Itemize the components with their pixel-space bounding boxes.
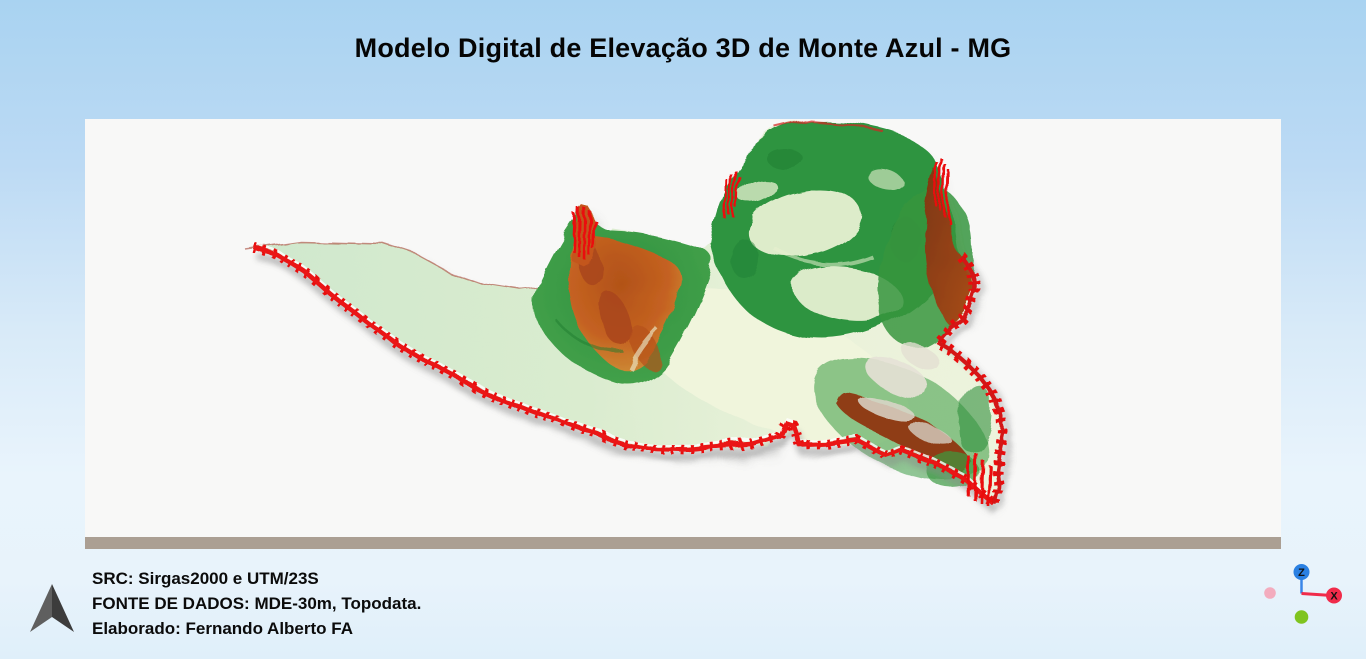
x-axis-label: X	[1330, 591, 1338, 603]
credit-data-source: FONTE DE DADOS: MDE-30m, Topodata.	[92, 594, 422, 613]
x-axis-node	[1326, 587, 1342, 604]
credit-author: Elaborado: Fernando Alberto FA	[92, 619, 353, 638]
terrain-3d-model	[244, 119, 1013, 514]
y-axis-front-node	[1294, 610, 1309, 624]
viewport-drop-shadow	[85, 537, 1281, 549]
z-axis-node	[1293, 564, 1310, 580]
y-axis-back-node	[1264, 587, 1276, 599]
north-arrow-icon	[30, 584, 74, 632]
axis-orientation-gizmo[interactable]: Z X	[1252, 556, 1362, 634]
page-title: Modelo Digital de Elevação 3D de Monte A…	[354, 33, 1012, 63]
credit-srs: SRC: Sirgas2000 e UTM/23S	[92, 569, 319, 588]
z-axis-label: Z	[1298, 567, 1305, 579]
map-3d-viewport[interactable]	[85, 119, 1281, 537]
map-credits: SRC: Sirgas2000 e UTM/23S FONTE DE DADOS…	[92, 566, 421, 641]
